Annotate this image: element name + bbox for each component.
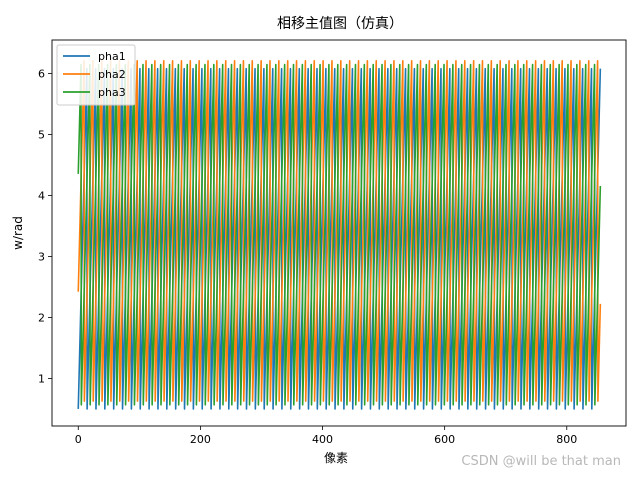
watermark: CSDN @will be that man (461, 454, 621, 469)
y-axis: 1 2 3 4 5 6 (38, 68, 52, 385)
legend-label-pha1: pha1 (98, 50, 126, 63)
y-tick-label: 2 (38, 311, 45, 324)
y-axis-label: w/rad (11, 216, 25, 250)
legend: pha1 pha2 pha3 (56, 44, 136, 106)
series-line-pha1 (77, 67, 602, 410)
x-tick-label: 400 (312, 433, 333, 446)
legend-label-pha2: pha2 (98, 68, 126, 81)
series-line-pha3 (77, 63, 602, 406)
y-tick-label: 4 (38, 189, 45, 202)
y-tick-label: 1 (38, 372, 45, 385)
chart-title: 相移主值图（仿真） (277, 16, 403, 32)
x-axis-label: 像素 (324, 451, 348, 465)
x-tick-label: 200 (190, 433, 211, 446)
series-layer (77, 59, 602, 410)
x-tick-label: 800 (556, 433, 577, 446)
x-tick-label: 0 (75, 433, 82, 446)
legend-label-pha3: pha3 (98, 86, 126, 99)
legend-box (56, 44, 136, 106)
y-tick-label: 6 (38, 68, 45, 81)
x-axis: 0 200 400 600 800 (75, 426, 577, 446)
y-tick-label: 5 (38, 129, 45, 142)
plot-frame (51, 39, 627, 427)
y-tick-label: 3 (38, 250, 45, 263)
series-line-pha2 (77, 59, 602, 402)
x-tick-label: 600 (434, 433, 455, 446)
